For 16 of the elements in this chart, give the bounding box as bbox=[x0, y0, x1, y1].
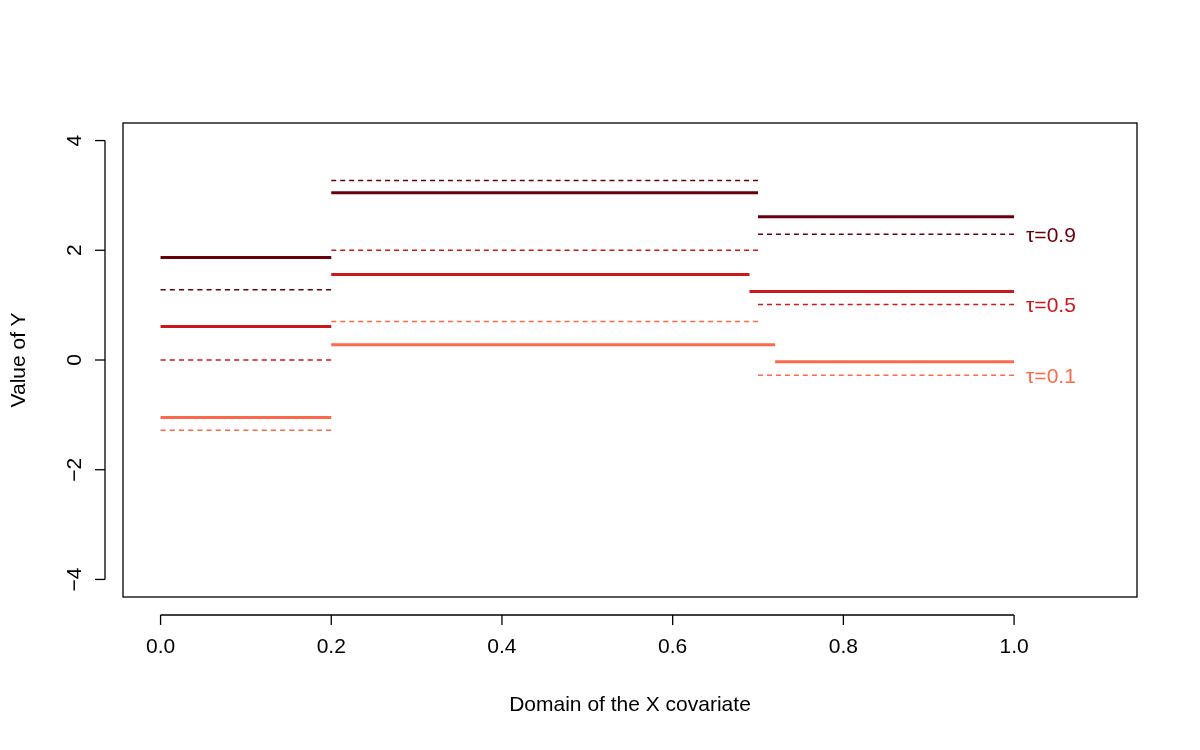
x-tick-label: 0.0 bbox=[145, 634, 176, 657]
x-axis-title: Domain of the X covariate bbox=[509, 692, 751, 715]
x-tick-label: 0.4 bbox=[487, 634, 517, 657]
x-tick-label: 0.8 bbox=[828, 634, 858, 657]
series-label: τ=0.1 bbox=[1026, 363, 1076, 387]
x-tick-label: 1.0 bbox=[999, 634, 1029, 657]
y-tick-label: 4 bbox=[62, 134, 85, 147]
y-tick-label: 0 bbox=[62, 354, 85, 366]
y-tick-label: 2 bbox=[62, 244, 85, 257]
y-axis-title: Value of Y bbox=[6, 312, 29, 408]
y-tick-label: −2 bbox=[62, 457, 85, 482]
series-label: τ=0.5 bbox=[1026, 292, 1076, 316]
x-tick-label: 0.2 bbox=[316, 634, 346, 657]
y-tick-label: −4 bbox=[62, 567, 85, 592]
series-label: τ=0.9 bbox=[1026, 222, 1076, 246]
x-tick-label: 0.6 bbox=[658, 634, 688, 657]
